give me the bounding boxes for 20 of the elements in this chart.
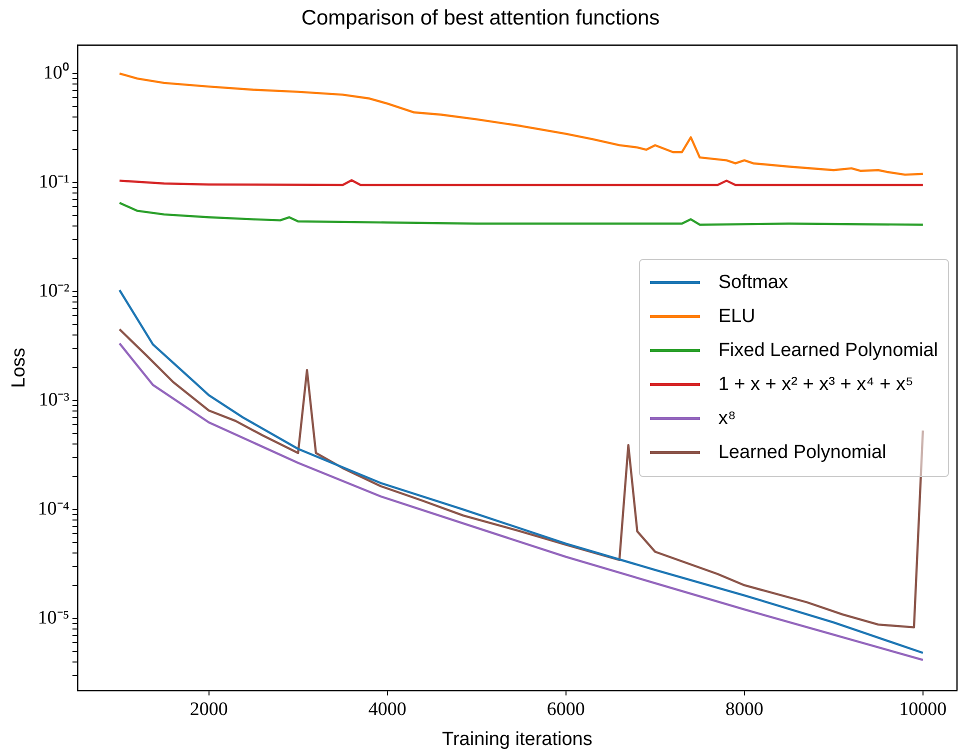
legend-label: 1 + x + x² + x³ + x⁴ + x⁵ [718, 374, 914, 396]
chart-title: Comparison of best attention functions [301, 6, 660, 30]
y-tick-label: 10⁻¹ [38, 172, 70, 193]
legend-label: x⁸ [718, 408, 736, 430]
y-tick-label: 10⁻⁵ [38, 607, 70, 628]
x-axis-title: Training iterations [442, 728, 592, 750]
legend-label: ELU [718, 306, 756, 328]
x-tick-label: 2000 [190, 698, 228, 720]
x-tick-label: 10000 [899, 698, 947, 720]
y-tick-label: 10⁰ [43, 62, 70, 84]
legend-label: Softmax [718, 272, 788, 294]
y-tick-label: 10⁻⁴ [38, 498, 70, 520]
x-tick-label: 8000 [725, 698, 764, 720]
y-axis-title: Loss [8, 348, 30, 388]
x-tick-label: 4000 [368, 698, 406, 720]
y-tick-label: 10⁻³ [38, 390, 70, 411]
y-tick-label: 10⁻² [38, 280, 70, 302]
x-tick-label: 6000 [546, 698, 585, 720]
legend-label: Learned Polynomial [718, 442, 886, 464]
legend-label: Fixed Learned Polynomial [718, 340, 938, 362]
